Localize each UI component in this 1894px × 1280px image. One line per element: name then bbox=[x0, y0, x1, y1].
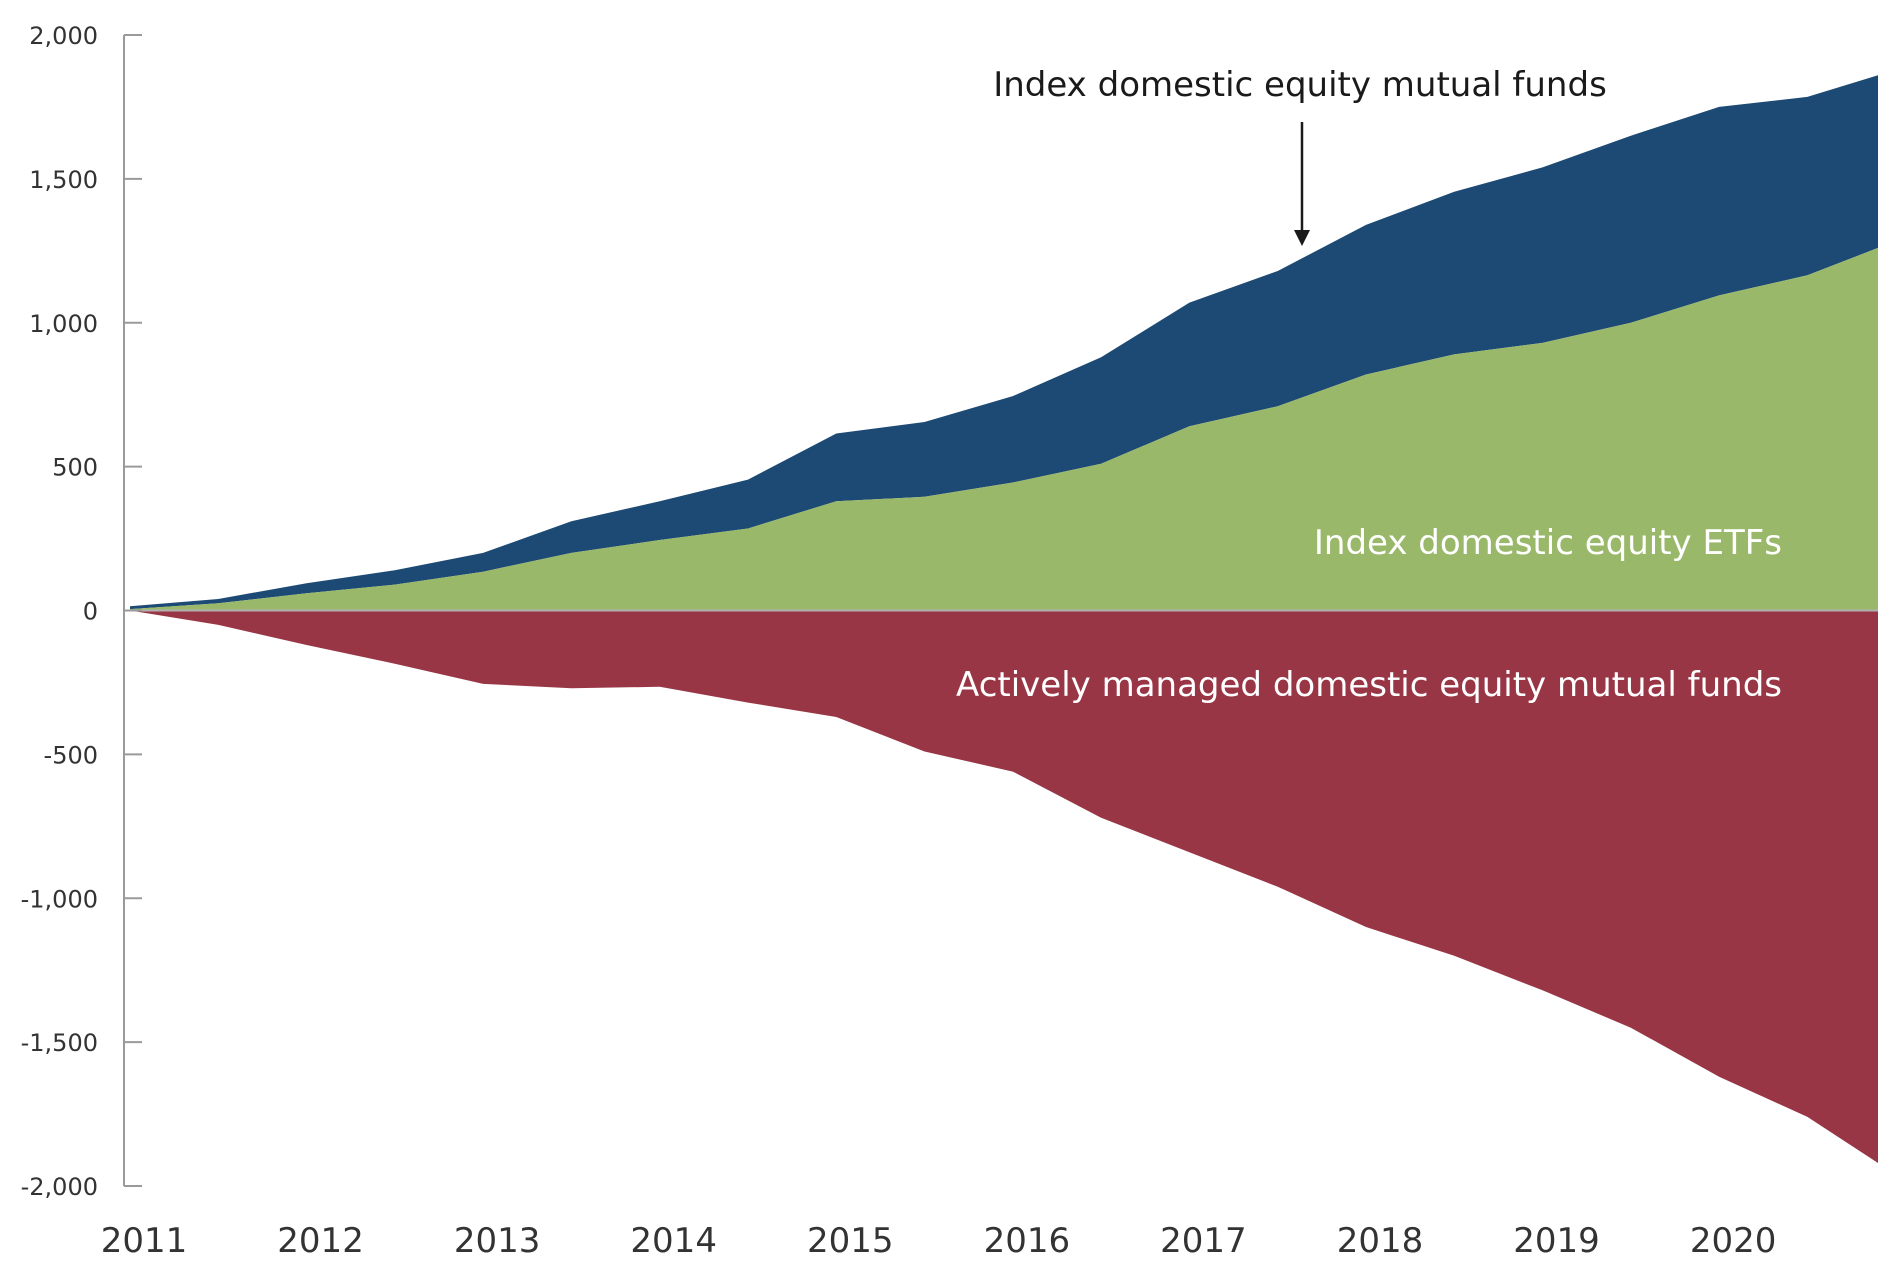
x-tick-label: 2014 bbox=[630, 1221, 717, 1261]
x-tick-label: 2015 bbox=[807, 1221, 894, 1261]
y-tick-label: -1,500 bbox=[21, 1029, 98, 1057]
y-tick-label: 1,000 bbox=[29, 310, 98, 338]
y-tick-label: 500 bbox=[52, 454, 98, 482]
y-tick-label: -1,000 bbox=[21, 885, 98, 913]
x-tick-label: 2012 bbox=[277, 1221, 364, 1261]
annotation-active-mutual-funds: Actively managed domestic equity mutual … bbox=[956, 665, 1782, 705]
y-tick-label: -2,000 bbox=[21, 1173, 98, 1201]
x-tick-label: 2013 bbox=[454, 1221, 541, 1261]
area-index-etfs bbox=[130, 247, 1878, 611]
annotation-index-etfs: Index domestic equity ETFs bbox=[1314, 523, 1782, 563]
x-tick-label: 2020 bbox=[1690, 1221, 1777, 1261]
y-tick-label: 1,500 bbox=[29, 166, 98, 194]
area-index-mutual-funds bbox=[130, 75, 1878, 610]
y-tick-label: 0 bbox=[83, 598, 98, 626]
x-tick-label: 2016 bbox=[984, 1221, 1071, 1261]
x-tick-label: 2017 bbox=[1160, 1221, 1247, 1261]
x-tick-label: 2011 bbox=[101, 1221, 188, 1261]
chart-areas bbox=[130, 75, 1878, 1163]
x-tick-label: 2019 bbox=[1513, 1221, 1600, 1261]
annotation-arrow bbox=[1294, 122, 1310, 246]
x-axis: 2011 2012 2013 2014 2015 2016 2017 2018 2019 2020 bbox=[101, 1221, 1777, 1261]
area-active-mutual-funds bbox=[130, 610, 1878, 1163]
y-tick-label: 2,000 bbox=[29, 22, 98, 50]
y-tick-label: -500 bbox=[44, 741, 98, 769]
x-tick-label: 2018 bbox=[1337, 1221, 1424, 1261]
y-axis: 2,000 1,500 1,000 500 0 -500 -1,000 -1,500 -2,00… bbox=[21, 22, 142, 1201]
annotation-index-mutual-funds: Index domestic equity mutual funds bbox=[993, 65, 1607, 105]
